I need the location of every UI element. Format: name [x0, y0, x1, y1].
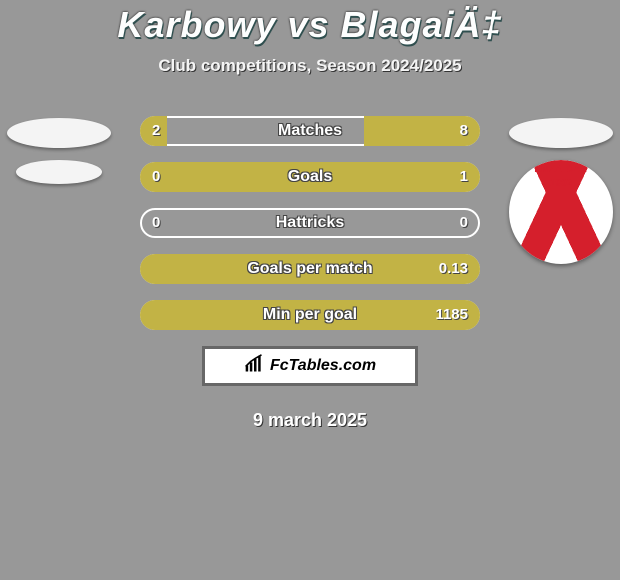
stat-fill-right: [140, 162, 480, 192]
badge-year: 1902: [509, 178, 613, 189]
page-title: Karbowy vs BlagaiÄ‡: [0, 4, 620, 46]
stat-fill-right: [140, 254, 480, 284]
stat-row: Matches28: [140, 116, 480, 146]
stat-row: Goals per match0.13: [140, 254, 480, 284]
team-badge-icon: ENZA CAL 1902: [509, 160, 613, 264]
brand-text: FcTables.com: [270, 357, 376, 375]
team-placeholder-icon: [509, 118, 613, 148]
stat-row: Goals01: [140, 162, 480, 192]
stat-fill-right: [364, 116, 480, 146]
stat-row: Hattricks00: [140, 208, 480, 238]
page-subtitle: Club competitions, Season 2024/2025: [0, 56, 620, 76]
team-placeholder-icon: [16, 160, 102, 184]
stat-row: Min per goal1185: [140, 300, 480, 330]
stat-track: [140, 208, 480, 238]
brand-chart-icon: [244, 354, 264, 379]
brand-box[interactable]: FcTables.com: [202, 346, 418, 386]
team-placeholder-icon: [7, 118, 111, 148]
stat-fill-left: [140, 116, 167, 146]
stat-fill-right: [140, 300, 480, 330]
left-player-logos: [4, 118, 114, 196]
right-player-logos: ENZA CAL 1902: [506, 118, 616, 264]
badge-arc-text: ENZA CAL: [509, 164, 613, 174]
page-date: 9 march 2025: [0, 410, 620, 431]
